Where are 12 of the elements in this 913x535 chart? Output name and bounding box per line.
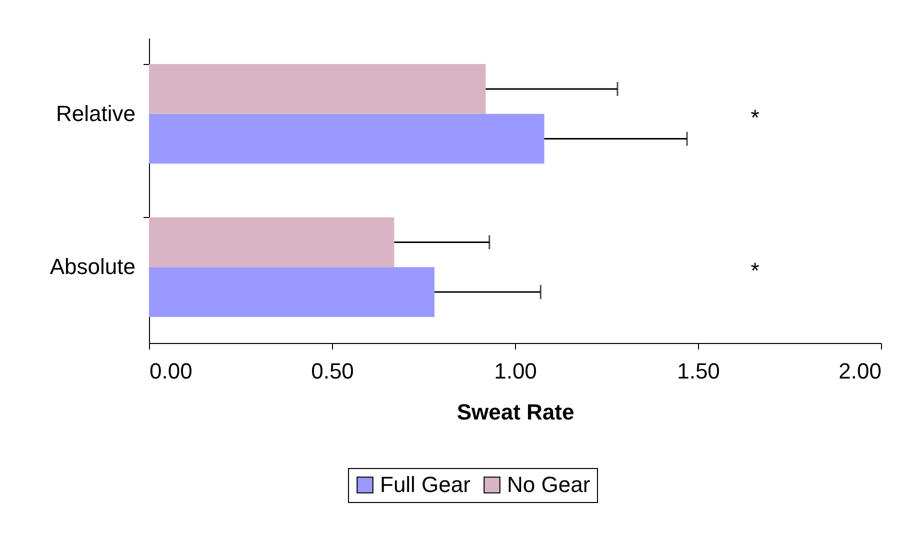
legend-label: Full Gear: [380, 472, 470, 497]
y-tick-label: Relative: [56, 100, 136, 126]
x-tick-label: 0.00: [150, 358, 192, 384]
legend-label: No Gear: [507, 472, 590, 497]
x-tick-label: 1.50: [677, 358, 720, 384]
y-tick-label: Absolute: [50, 254, 136, 280]
x-tick-label: 1.00: [494, 358, 537, 384]
x-axis-title: Sweat Rate: [456, 400, 574, 424]
annotation: *: [750, 258, 760, 284]
x-tick-label: 2.00: [838, 358, 882, 384]
annotation: *: [750, 104, 760, 130]
x-tick-label: 0.50: [311, 358, 354, 384]
